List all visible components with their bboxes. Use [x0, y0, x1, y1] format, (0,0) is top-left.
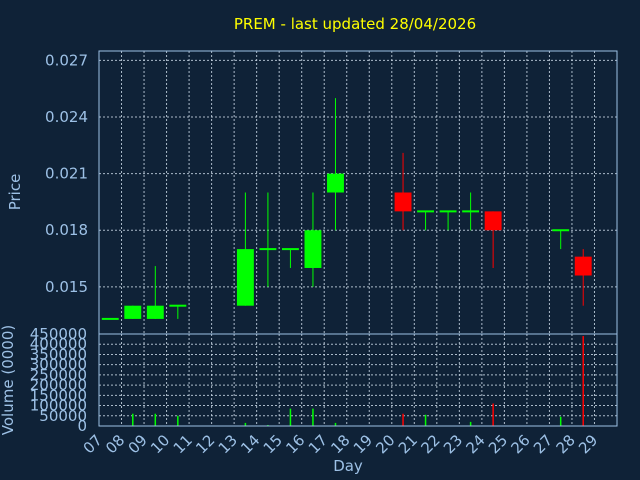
volume-bar [154, 413, 157, 426]
candle-body [101, 317, 119, 320]
volume-tick-label: 450000 [30, 325, 87, 343]
candle-body [259, 248, 277, 251]
volume-grid [98, 333, 617, 427]
volume-tick-label: 0 [77, 417, 87, 435]
candle-body [462, 210, 480, 213]
volume-bar [492, 403, 494, 426]
price-tick-label: 0.021 [45, 165, 88, 183]
volume-tick-label: 200000 [30, 376, 87, 394]
price-tick-label: 0.018 [45, 221, 88, 239]
candle-body [281, 248, 299, 251]
volume-tick-label: 400000 [30, 335, 87, 353]
candle-body [304, 230, 322, 268]
candle-body [417, 210, 435, 213]
candle-body [484, 211, 502, 231]
candle-body [552, 229, 570, 232]
volume-panel: 0500001000001500002000002500003000003500… [0, 325, 618, 435]
volume-bars [132, 336, 584, 426]
volume-tick-label: 150000 [30, 386, 87, 404]
volume-tick-label: 100000 [30, 397, 87, 415]
candle-body [327, 173, 344, 193]
volume-bar [132, 413, 134, 426]
chart-title: PREM - last updated 28/04/2026 [234, 15, 476, 33]
candle-body [169, 304, 187, 307]
candle-body [394, 192, 412, 212]
volume-axis-label: Volume (0000) [0, 325, 17, 435]
price-tick-label: 0.015 [45, 278, 88, 296]
volume-bar [267, 424, 269, 426]
price-panel: 0.015 0.018 0.021 0.024 0.027 Price [6, 50, 618, 335]
day-tick-label: 29 [575, 431, 601, 457]
volume-bar [312, 408, 314, 426]
volume-y-ticks: 0500001000001500002000002500003000003500… [30, 325, 87, 435]
volume-bar [582, 336, 584, 426]
volume-tick-label: 350000 [30, 345, 87, 363]
price-grid [98, 51, 617, 334]
volume-tick-label: 250000 [30, 366, 87, 384]
candle-body [574, 256, 592, 276]
volume-tick-label: 50000 [39, 407, 87, 425]
x-axis-label: Day [333, 457, 363, 475]
day-x-ticks: 0708091011121314151617181920212223242526… [80, 431, 602, 457]
price-tick-label: 0.027 [45, 51, 88, 69]
candle-body [439, 210, 457, 213]
volume-tick-label: 300000 [30, 356, 87, 374]
volume-bar [469, 421, 472, 426]
volume-plot-frame [98, 333, 618, 427]
candles [101, 98, 592, 320]
volume-bar [402, 413, 404, 426]
volume-bar [244, 422, 247, 426]
price-tick-label: 0.024 [45, 108, 88, 126]
candle-body [124, 305, 142, 319]
volume-bar [424, 414, 427, 426]
candle-body [236, 249, 254, 306]
volume-bar [289, 408, 292, 426]
volume-bar [334, 422, 337, 426]
candle-body [146, 305, 164, 319]
volume-bar [177, 415, 179, 426]
price-axis-label: Price [6, 174, 24, 211]
volume-bar [559, 416, 562, 426]
price-y-ticks: 0.015 0.018 0.021 0.024 0.027 [45, 51, 88, 295]
price-plot-frame [98, 50, 618, 335]
